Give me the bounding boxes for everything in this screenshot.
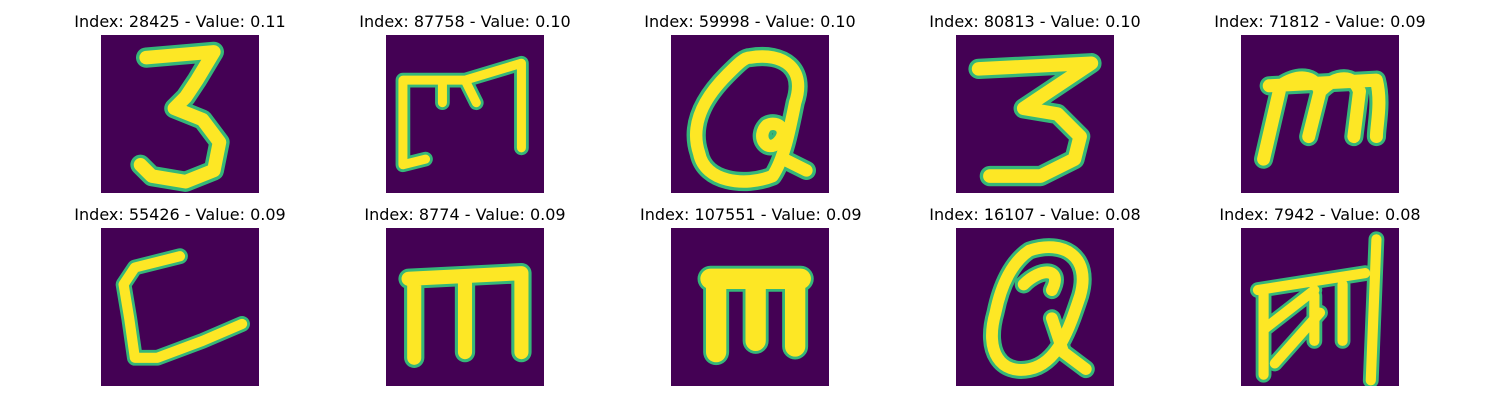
panel-title: Index: 87758 - Value: 0.10 [359, 12, 571, 31]
glyph-m-bold [697, 265, 814, 366]
panel-title: Index: 55426 - Value: 0.09 [74, 205, 286, 224]
digit-image [1241, 35, 1399, 193]
panel-title: Index: 16107 - Value: 0.08 [929, 205, 1141, 224]
digit-image [101, 35, 259, 193]
digit-image [671, 35, 829, 193]
glyph-scribble [1250, 231, 1385, 386]
digit-image [386, 35, 544, 193]
panel-title: Index: 80813 - Value: 0.10 [929, 12, 1141, 31]
digit-image [956, 228, 1114, 386]
glyph-three-a [130, 41, 230, 192]
glyph-three-b [968, 53, 1102, 187]
panel-title: Index: 71812 - Value: 0.09 [1214, 12, 1426, 31]
digit-image [671, 228, 829, 386]
digit-image [956, 35, 1114, 193]
glyph-m-slant [1253, 68, 1389, 169]
digit-image [1241, 228, 1399, 386]
glyph-m-box [395, 55, 529, 173]
panel-title: Index: 28425 - Value: 0.11 [74, 12, 286, 31]
glyph-q-tall [982, 238, 1095, 379]
digit-image [101, 228, 259, 386]
glyph-q-round [686, 46, 817, 192]
panel-title: Index: 7942 - Value: 0.08 [1219, 205, 1421, 224]
panel-title: Index: 59998 - Value: 0.10 [644, 12, 856, 31]
panel-title: Index: 107551 - Value: 0.09 [640, 205, 862, 224]
digit-image [386, 228, 544, 386]
glyph-m-thick [398, 262, 532, 368]
panel-title: Index: 8774 - Value: 0.09 [364, 205, 566, 224]
glyph-l-curve [115, 248, 250, 366]
